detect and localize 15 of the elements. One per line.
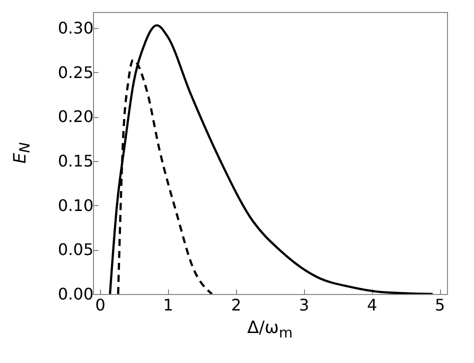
- x-tick-label: 5: [434, 296, 446, 314]
- x-tick-label: 4: [366, 296, 378, 314]
- y-tick-label: 0.30: [58, 18, 94, 38]
- y-tick-label: 0.00: [58, 284, 94, 304]
- x-tick-label: 0: [95, 296, 106, 314]
- y-tick-label: 0.10: [58, 196, 94, 215]
- y-tick-label: 0.25: [58, 62, 94, 82]
- y-tick-label: 0.15: [58, 151, 94, 170]
- x-tick-label: 2: [231, 296, 242, 314]
- x-tick-label: 1: [163, 296, 174, 314]
- line-series: [108, 24, 434, 294]
- y-tick-label: 0.20: [58, 107, 94, 126]
- y-tick-label: 0.05: [58, 240, 94, 260]
- x-tick-label: 3: [299, 296, 310, 314]
- x-axis-title: Δ/ω$_{m}$: [247, 318, 293, 342]
